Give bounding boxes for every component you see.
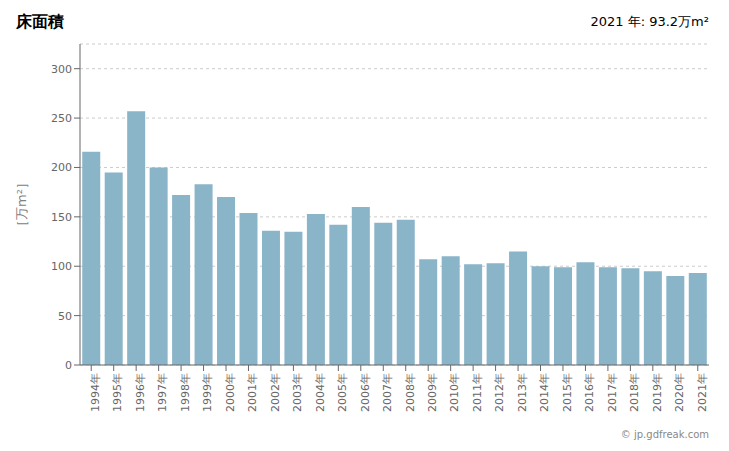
svg-text:2019年: 2019年 (651, 373, 664, 412)
svg-text:1999年: 1999年 (201, 373, 214, 412)
svg-text:2021年: 2021年 (696, 373, 709, 412)
svg-text:2003年: 2003年 (291, 373, 304, 412)
svg-text:2006年: 2006年 (359, 373, 372, 412)
svg-text:［万m²］: ［万m²］ (14, 176, 29, 233)
svg-text:100: 100 (51, 260, 72, 273)
svg-text:150: 150 (51, 211, 72, 224)
html-text:2021 年: 93.2万m²: 2021 年: 93.2万m² (590, 14, 709, 29)
svg-text:2000年: 2000年 (224, 373, 237, 412)
svg-text:2011年: 2011年 (471, 373, 484, 412)
svg-text:2020年: 2020年 (673, 373, 686, 412)
svg-text:1998年: 1998年 (179, 373, 192, 412)
svg-text:2016年: 2016年 (583, 373, 596, 412)
svg-text:250: 250 (51, 112, 72, 125)
svg-text:200: 200 (51, 161, 72, 174)
svg-text:1997年: 1997年 (156, 373, 169, 412)
svg-text:2007年: 2007年 (381, 373, 394, 412)
svg-text:2001年: 2001年 (246, 373, 259, 412)
svg-text:2002年: 2002年 (269, 373, 282, 412)
svg-text:300: 300 (51, 63, 72, 76)
html-text:床面積: 床面積 (16, 11, 64, 31)
svg-text:0: 0 (65, 359, 72, 372)
svg-text:2010年: 2010年 (448, 373, 461, 412)
svg-text:2008年: 2008年 (404, 373, 417, 412)
svg-text:2005年: 2005年 (336, 373, 349, 412)
svg-text:2014年: 2014年 (538, 373, 551, 412)
svg-text:2013年: 2013年 (516, 373, 529, 412)
svg-text:50: 50 (58, 310, 72, 323)
html-text:© jp.gdfreak.com: © jp.gdfreak.com (620, 429, 709, 440)
svg-text:2009年: 2009年 (426, 373, 439, 412)
svg-text:2017年: 2017年 (606, 373, 619, 412)
svg-text:1996年: 1996年 (134, 373, 147, 412)
svg-text:2018年: 2018年 (628, 373, 641, 412)
svg-text:2004年: 2004年 (314, 373, 327, 412)
svg-text:2012年: 2012年 (493, 373, 506, 412)
svg-text:1995年: 1995年 (112, 373, 125, 412)
svg-text:1994年: 1994年 (89, 373, 102, 412)
svg-text:2015年: 2015年 (561, 373, 574, 412)
